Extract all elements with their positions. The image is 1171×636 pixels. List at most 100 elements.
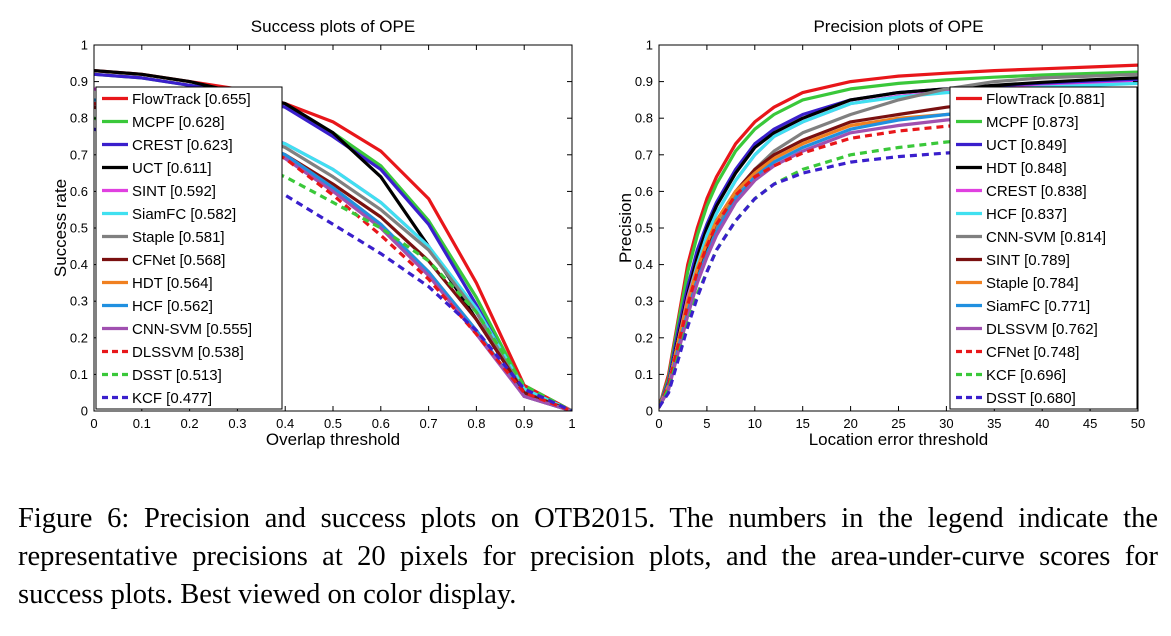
x-tick-label: 0.5 bbox=[324, 416, 342, 431]
legend-score: [0.628] bbox=[179, 114, 225, 131]
legend-score: [0.477] bbox=[166, 390, 212, 407]
legend-entry-dlssvm: DLSSVM [0.762] bbox=[986, 321, 1098, 338]
legend-entry-hcf: HCF [0.562] bbox=[132, 298, 213, 315]
legend-name: SINT bbox=[132, 183, 166, 200]
x-tick-label: 45 bbox=[1083, 416, 1097, 431]
legend-entry-staple: Staple [0.784] bbox=[986, 275, 1079, 292]
legend-score: [0.568] bbox=[180, 252, 226, 269]
legend-box bbox=[95, 86, 283, 410]
x-tick-label: 1 bbox=[568, 416, 575, 431]
legend-score: [0.789] bbox=[1024, 252, 1070, 269]
x-axis-label: Overlap threshold bbox=[266, 430, 400, 449]
legend-name: CFNet bbox=[986, 344, 1030, 361]
legend-name: KCF bbox=[986, 367, 1016, 384]
legend-entry-hdt: HDT [0.564] bbox=[132, 275, 213, 292]
legend-score: [0.814] bbox=[1060, 229, 1106, 246]
legend-name: DSST bbox=[132, 367, 172, 384]
y-tick-label: 0.7 bbox=[70, 147, 88, 162]
legend-entry-cnn-svm: CNN-SVM [0.555] bbox=[132, 321, 252, 338]
legend-score: [0.623] bbox=[187, 137, 233, 154]
x-tick-label: 0.3 bbox=[228, 416, 246, 431]
legend-name: CREST bbox=[986, 183, 1037, 200]
legend-entry-dsst: DSST [0.680] bbox=[986, 390, 1076, 407]
legend-entry-kcf: KCF [0.696] bbox=[986, 367, 1066, 384]
legend-entry-crest: CREST [0.623] bbox=[132, 137, 233, 154]
legend-entry-flowtrack: FlowTrack [0.881] bbox=[986, 91, 1105, 108]
x-tick-label: 5 bbox=[703, 416, 710, 431]
legend-entry-cfnet: CFNet [0.748] bbox=[986, 344, 1079, 361]
y-tick-label: 0.5 bbox=[70, 221, 88, 236]
x-tick-label: 0 bbox=[655, 416, 662, 431]
y-tick-label: 0 bbox=[81, 404, 88, 419]
x-tick-label: 40 bbox=[1035, 416, 1049, 431]
legend-score: [0.748] bbox=[1034, 344, 1080, 361]
legend-entry-siamfc: SiamFC [0.582] bbox=[132, 206, 236, 223]
legend-name: DLSSVM bbox=[986, 321, 1048, 338]
legend-name: CNN-SVM bbox=[132, 321, 202, 338]
x-tick-label: 10 bbox=[748, 416, 762, 431]
series-line-dlssvm bbox=[94, 102, 572, 411]
legend-entry-cnn-svm: CNN-SVM [0.814] bbox=[986, 229, 1106, 246]
legend-name: FlowTrack bbox=[986, 91, 1055, 108]
legend: FlowTrack [0.655] MCPF [0.628] CREST [0.62… bbox=[95, 86, 283, 410]
y-axis-label: Precision bbox=[616, 193, 635, 263]
legend-name: UCT bbox=[986, 137, 1017, 154]
legend-score: [0.592] bbox=[170, 183, 216, 200]
legend-score: [0.655] bbox=[205, 91, 251, 108]
legend-name: MCPF bbox=[986, 114, 1029, 131]
legend-score: [0.784] bbox=[1033, 275, 1079, 292]
legend-name: FlowTrack bbox=[132, 91, 201, 108]
x-tick-label: 0.2 bbox=[181, 416, 199, 431]
y-tick-label: 0.8 bbox=[635, 111, 653, 126]
y-tick-label: 0.1 bbox=[635, 367, 653, 382]
legend-name: Staple bbox=[132, 229, 175, 246]
y-tick-label: 0.6 bbox=[70, 184, 88, 199]
x-tick-label: 0.4 bbox=[276, 416, 294, 431]
legend-score: [0.771] bbox=[1044, 298, 1090, 315]
x-tick-label: 0.6 bbox=[372, 416, 390, 431]
legend-name: SINT bbox=[986, 252, 1020, 269]
legend-name: CFNet bbox=[132, 252, 176, 269]
legend-entry-hcf: HCF [0.837] bbox=[986, 206, 1067, 223]
legend-name: CREST bbox=[132, 137, 183, 154]
x-tick-label: 30 bbox=[939, 416, 953, 431]
y-tick-label: 0.9 bbox=[635, 74, 653, 89]
legend-entry-sint: SINT [0.789] bbox=[986, 252, 1070, 269]
legend-name: CNN-SVM bbox=[986, 229, 1056, 246]
y-tick-label: 1 bbox=[646, 38, 653, 53]
y-tick-label: 1 bbox=[81, 38, 88, 53]
y-tick-label: 0.2 bbox=[635, 330, 653, 345]
legend-entry-siamfc: SiamFC [0.771] bbox=[986, 298, 1090, 315]
figure-caption: Figure 6: Precision and success plots on… bbox=[18, 503, 1158, 610]
legend-entry-uct: UCT [0.849] bbox=[986, 137, 1067, 154]
x-tick-label: 35 bbox=[987, 416, 1001, 431]
x-axis-label: Location error threshold bbox=[809, 430, 989, 449]
legend-score: [0.564] bbox=[167, 275, 213, 292]
y-tick-label: 0.9 bbox=[70, 74, 88, 89]
x-tick-label: 25 bbox=[891, 416, 905, 431]
legend-name: SiamFC bbox=[132, 206, 186, 223]
y-tick-label: 0.4 bbox=[70, 257, 88, 272]
y-tick-label: 0.8 bbox=[70, 111, 88, 126]
legend-score: [0.848] bbox=[1021, 160, 1067, 177]
legend-entry-sint: SINT [0.592] bbox=[132, 183, 216, 200]
y-tick-label: 0.4 bbox=[635, 257, 653, 272]
legend: FlowTrack [0.881] MCPF [0.873] UCT [0.849]… bbox=[949, 86, 1138, 410]
legend-entry-dsst: DSST [0.513] bbox=[132, 367, 222, 384]
legend-name: KCF bbox=[132, 390, 162, 407]
series-line-kcf bbox=[94, 127, 572, 411]
x-tick-label: 50 bbox=[1131, 416, 1145, 431]
legend-score: [0.562] bbox=[167, 298, 213, 315]
legend-name: HCF bbox=[986, 206, 1017, 223]
legend-name: HDT bbox=[132, 275, 163, 292]
legend-score: [0.881] bbox=[1059, 91, 1105, 108]
x-tick-label: 15 bbox=[795, 416, 809, 431]
figure-charts: Success plots of OPE 0 0.1 0.2 0.3 0.4 0.5 0.6 0… bbox=[51, 17, 1145, 449]
legend-entry-uct: UCT [0.611] bbox=[132, 160, 212, 177]
y-tick-label: 0.2 bbox=[70, 330, 88, 345]
legend-name: HDT bbox=[986, 160, 1017, 177]
legend-entry-dlssvm: DLSSVM [0.538] bbox=[132, 344, 244, 361]
success-plot: Success plots of OPE 0 0.1 0.2 0.3 0.4 0.5 0.6 0… bbox=[51, 17, 576, 449]
legend-name: SiamFC bbox=[986, 298, 1040, 315]
